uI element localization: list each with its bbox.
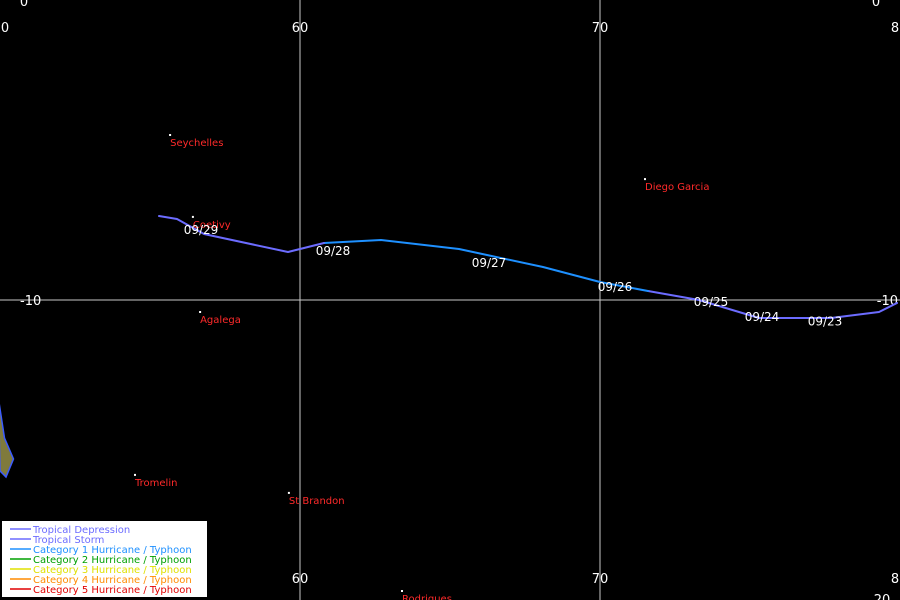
place-marker [401, 590, 403, 592]
date-label: 09/23 [808, 315, 843, 329]
lon-label-bottom: 70 [592, 572, 609, 587]
place-marker [169, 134, 172, 136]
place-marker [287, 491, 290, 494]
land-madagascar [0, 403, 15, 479]
track-date-labels: 09/23 09/24 09/25 09/26 09/27 09/28 09/29 [184, 223, 843, 329]
legend-label: Tropical Storm [32, 535, 104, 546]
track-segment [323, 239, 649, 292]
legend-label: Category 4 Hurricane / Typhoon [33, 575, 192, 586]
legend-label: Category 1 Hurricane / Typhoon [33, 545, 192, 556]
land-layer [0, 403, 15, 479]
place-marker [199, 311, 202, 313]
place-label: Rodrigues [402, 594, 452, 600]
date-label: 09/29 [184, 223, 219, 237]
lat-label-left: -10 [20, 294, 41, 309]
edge-label-bottom: 20 [874, 593, 891, 600]
place-label: Coetivy [193, 220, 231, 231]
place-markers: Seychelles Diego Garcia Coetivy Agalega Trom… [134, 134, 709, 600]
place-label: Diego Garcia [645, 182, 709, 193]
date-label: 09/28 [316, 244, 351, 258]
place-label: St Brandon [289, 496, 345, 507]
lon-label-top: 0 [1, 21, 9, 36]
legend-label: Category 5 Hurricane / Typhoon [33, 585, 192, 596]
lon-label-top: 8 [891, 21, 899, 36]
edge-label-top: 0 [872, 0, 880, 10]
lon-label-top: 70 [592, 21, 609, 36]
lon-label-bottom: 8 [891, 572, 899, 587]
lon-label-bottom: 60 [292, 572, 309, 587]
place-label: Agalega [200, 315, 241, 326]
date-label: 09/27 [472, 256, 507, 270]
date-label: 09/24 [745, 310, 780, 324]
legend-box [2, 521, 207, 597]
legend-label: Tropical Depression [32, 525, 130, 536]
lon-label-top: 60 [292, 21, 309, 36]
track-segment [158, 215, 325, 253]
place-marker [134, 473, 136, 476]
legend-label: Category 3 Hurricane / Typhoon [33, 565, 192, 576]
place-label: Tromelin [134, 478, 177, 489]
date-label: 09/26 [598, 280, 633, 294]
storm-track [158, 215, 898, 319]
legend-label: Category 2 Hurricane / Typhoon [33, 555, 192, 566]
date-label: 09/25 [694, 295, 729, 309]
place-label: Seychelles [170, 138, 223, 149]
edge-label-top: 0 [20, 0, 28, 10]
place-marker [191, 215, 194, 218]
track-segment [647, 290, 898, 319]
place-marker [644, 178, 646, 181]
